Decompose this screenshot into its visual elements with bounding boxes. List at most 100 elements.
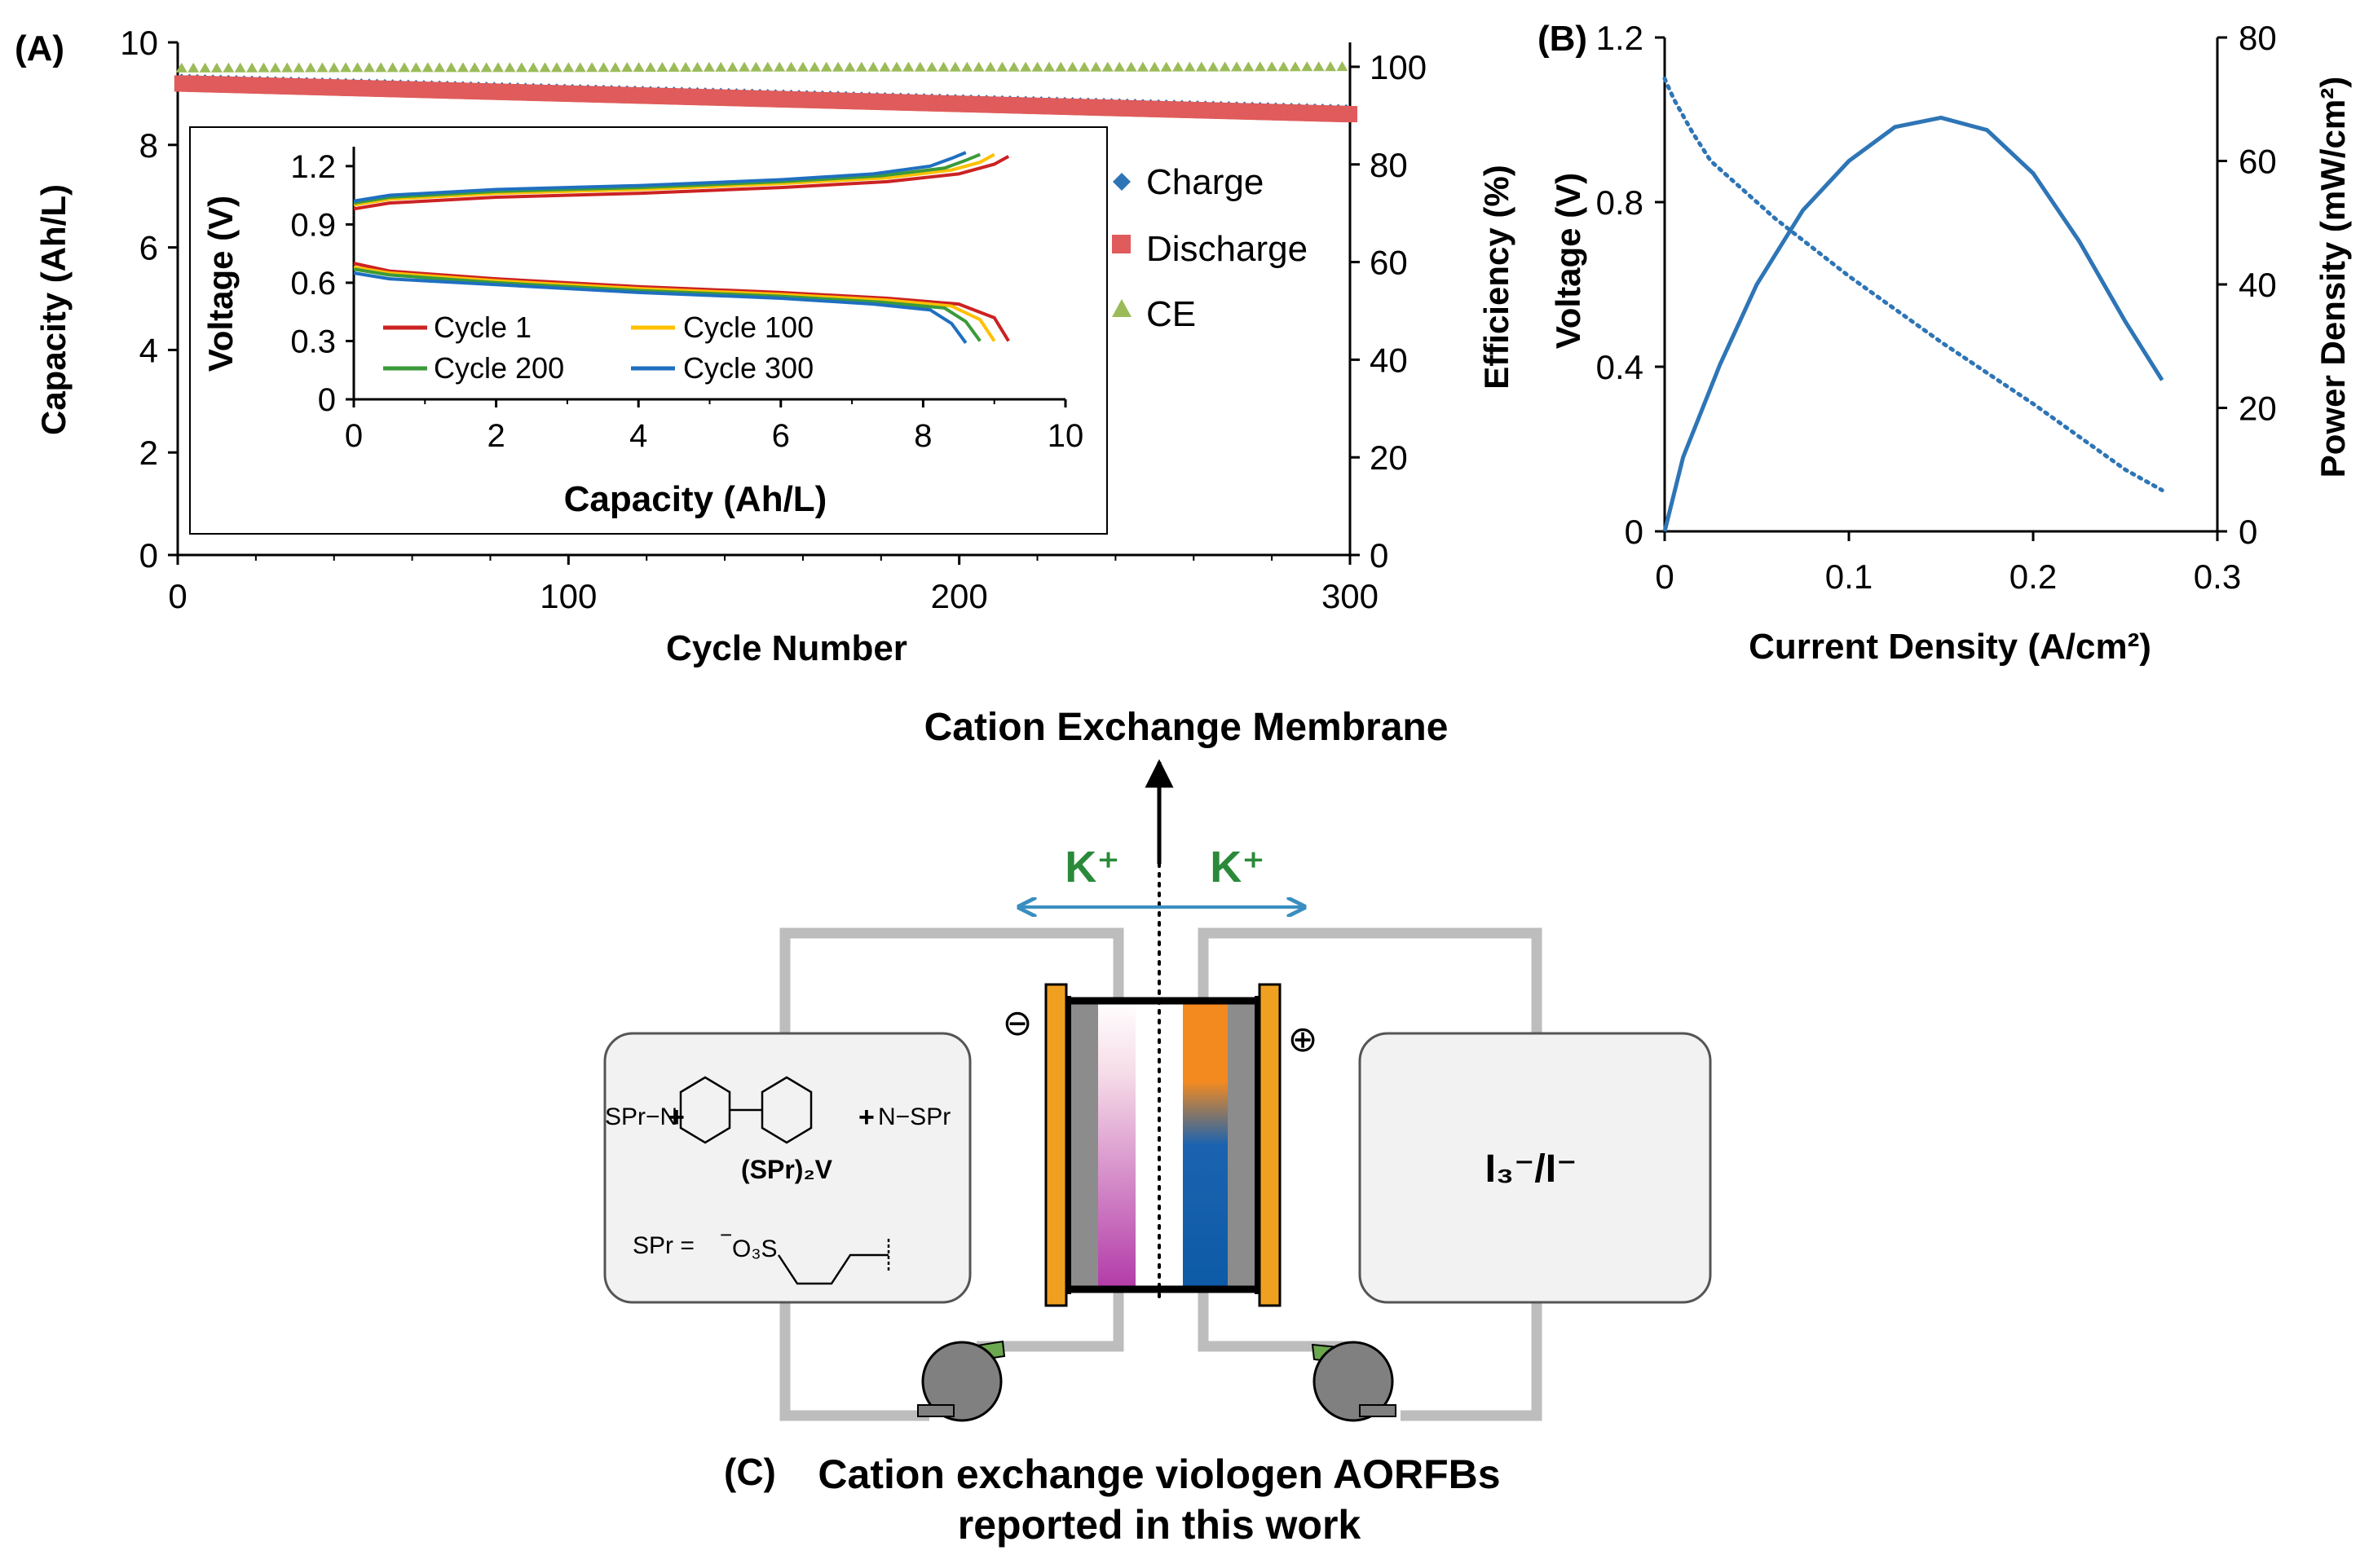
ce-marker bbox=[1301, 61, 1313, 72]
inset-xtick-label: 0 bbox=[345, 418, 363, 454]
inset-ylabel: Voltage (V) bbox=[201, 196, 240, 372]
panel-a-y2tick-label: 0 bbox=[1370, 536, 1388, 575]
panel-b-ytick-label: 0.8 bbox=[1596, 183, 1643, 222]
panel-a-xtick-label: 0 bbox=[168, 577, 187, 615]
inset-discharge-curve bbox=[353, 262, 1010, 342]
ce-marker bbox=[410, 62, 422, 73]
panel-a-ytick-label: 4 bbox=[139, 331, 158, 369]
ce-marker bbox=[1031, 61, 1043, 72]
panel-a-xtick-label: 200 bbox=[931, 577, 988, 615]
ce-marker bbox=[1172, 61, 1184, 72]
ce-marker bbox=[1043, 61, 1055, 72]
legend-charge-marker bbox=[1113, 173, 1131, 191]
panel-b-xtick-label: 0 bbox=[1655, 557, 1674, 596]
panel-a-y2tick-label: 40 bbox=[1370, 341, 1408, 379]
ce-marker bbox=[351, 62, 364, 73]
ce-marker bbox=[1242, 61, 1255, 72]
ce-marker bbox=[1277, 61, 1290, 72]
compound-name: (SPr)₂V bbox=[741, 1155, 833, 1184]
inset-legend: Cycle 1 Cycle 100 Cycle 200 Cycle 300 bbox=[383, 311, 814, 385]
ce-marker bbox=[515, 62, 527, 73]
ce-marker bbox=[340, 62, 352, 73]
panel-b-ytick-label: 1.2 bbox=[1596, 19, 1643, 57]
inset-xtick-label: 2 bbox=[487, 418, 505, 454]
ce-marker bbox=[363, 62, 375, 73]
ce-marker bbox=[644, 62, 656, 73]
inset-discharge-curve bbox=[353, 267, 982, 342]
ce-marker bbox=[621, 62, 633, 73]
panel-b-y2tick-label: 20 bbox=[2239, 390, 2277, 428]
negative-terminal: ⊖ bbox=[1003, 1003, 1033, 1043]
ce-marker bbox=[304, 62, 316, 73]
panel-b-y2tick-label: 80 bbox=[2239, 19, 2277, 57]
ce-marker bbox=[1020, 61, 1032, 72]
ce-marker bbox=[609, 62, 621, 73]
ce-marker bbox=[1125, 61, 1137, 72]
membrane-title: Cation Exchange Membrane bbox=[924, 706, 1449, 749]
ce-marker bbox=[246, 62, 258, 73]
catholyte-label: I₃⁻/I⁻ bbox=[1485, 1147, 1577, 1191]
ce-marker bbox=[715, 61, 727, 72]
spr-left-label: SPr−N bbox=[605, 1103, 677, 1130]
panel-a-ytick-label: 2 bbox=[139, 434, 158, 472]
ce-marker bbox=[855, 61, 867, 72]
inset-discharge-curve bbox=[353, 271, 968, 345]
tube-right-top bbox=[1198, 927, 1542, 1033]
ce-marker bbox=[175, 62, 187, 73]
legend-ce-label: CE bbox=[1146, 294, 1196, 334]
ce-marker bbox=[399, 62, 411, 73]
tube-right-bottom-b bbox=[1198, 1289, 1350, 1352]
panel-a-xtick-label: 300 bbox=[1321, 577, 1379, 615]
caption-line-1: Cation exchange viologen AORFBs bbox=[818, 1451, 1500, 1497]
current-collector-pos bbox=[1258, 983, 1282, 1307]
inset-axes: 0 0.3 0.6 0.9 1.2 0 2 4 6 8 10 bbox=[290, 147, 1083, 454]
panel-a-xlabel: Cycle Number bbox=[666, 628, 907, 668]
inset-xtick-label: 4 bbox=[629, 418, 647, 454]
caption-line-2: reported in this work bbox=[958, 1502, 1361, 1548]
ce-marker bbox=[796, 61, 809, 72]
ce-marker bbox=[1008, 61, 1020, 72]
ce-marker bbox=[386, 62, 399, 73]
panel-b-y2tick-label: 40 bbox=[2239, 266, 2277, 304]
ce-marker bbox=[1136, 61, 1149, 72]
legend-charge-label: Charge bbox=[1146, 162, 1264, 202]
catholyte-channel bbox=[1183, 1001, 1228, 1289]
panel-b-data bbox=[1662, 77, 2164, 532]
panel-b-xtick-label: 0.3 bbox=[2194, 557, 2241, 596]
positive-terminal: ⊕ bbox=[1288, 1020, 1318, 1059]
ce-marker bbox=[1090, 61, 1102, 72]
inset-lines bbox=[353, 151, 1010, 345]
flow-cell bbox=[1044, 983, 1282, 1307]
power-density-curve bbox=[1662, 115, 2164, 532]
ce-marker bbox=[726, 61, 739, 72]
panel-b-y2tick-label: 60 bbox=[2239, 143, 2277, 181]
legend-discharge-marker bbox=[1112, 235, 1131, 253]
ce-marker bbox=[680, 61, 692, 72]
ce-marker bbox=[480, 62, 492, 73]
current-collector-neg bbox=[1044, 983, 1068, 1307]
electrode-neg bbox=[1071, 1001, 1098, 1289]
ce-marker bbox=[258, 62, 270, 73]
inset-ytick-label: 1.2 bbox=[290, 149, 336, 185]
anolyte-tank bbox=[603, 1032, 972, 1304]
inset-ytick-label: 0.3 bbox=[290, 324, 336, 359]
inset-ytick-label: 0 bbox=[318, 382, 336, 418]
ce-marker bbox=[890, 61, 902, 72]
panel-b-y2label: Power Density (mW/cm²) bbox=[2314, 77, 2352, 478]
ce-marker bbox=[1266, 61, 1278, 72]
inset-charge-curve bbox=[353, 152, 981, 205]
ce-marker bbox=[750, 61, 762, 72]
tube-left-top bbox=[779, 927, 1124, 1033]
ce-marker bbox=[375, 62, 387, 73]
panel-a-y2label: Efficiency (%) bbox=[1477, 165, 1515, 389]
tubing bbox=[779, 927, 1542, 1421]
ce-marker bbox=[926, 61, 938, 72]
ce-marker bbox=[492, 62, 505, 73]
ce-marker bbox=[1160, 61, 1172, 72]
panel-b-xlabel: Current Density (A/cm²) bbox=[1749, 627, 2151, 667]
ce-marker bbox=[527, 62, 540, 73]
inset-charge-curve bbox=[353, 152, 995, 207]
ce-marker bbox=[996, 61, 1008, 72]
